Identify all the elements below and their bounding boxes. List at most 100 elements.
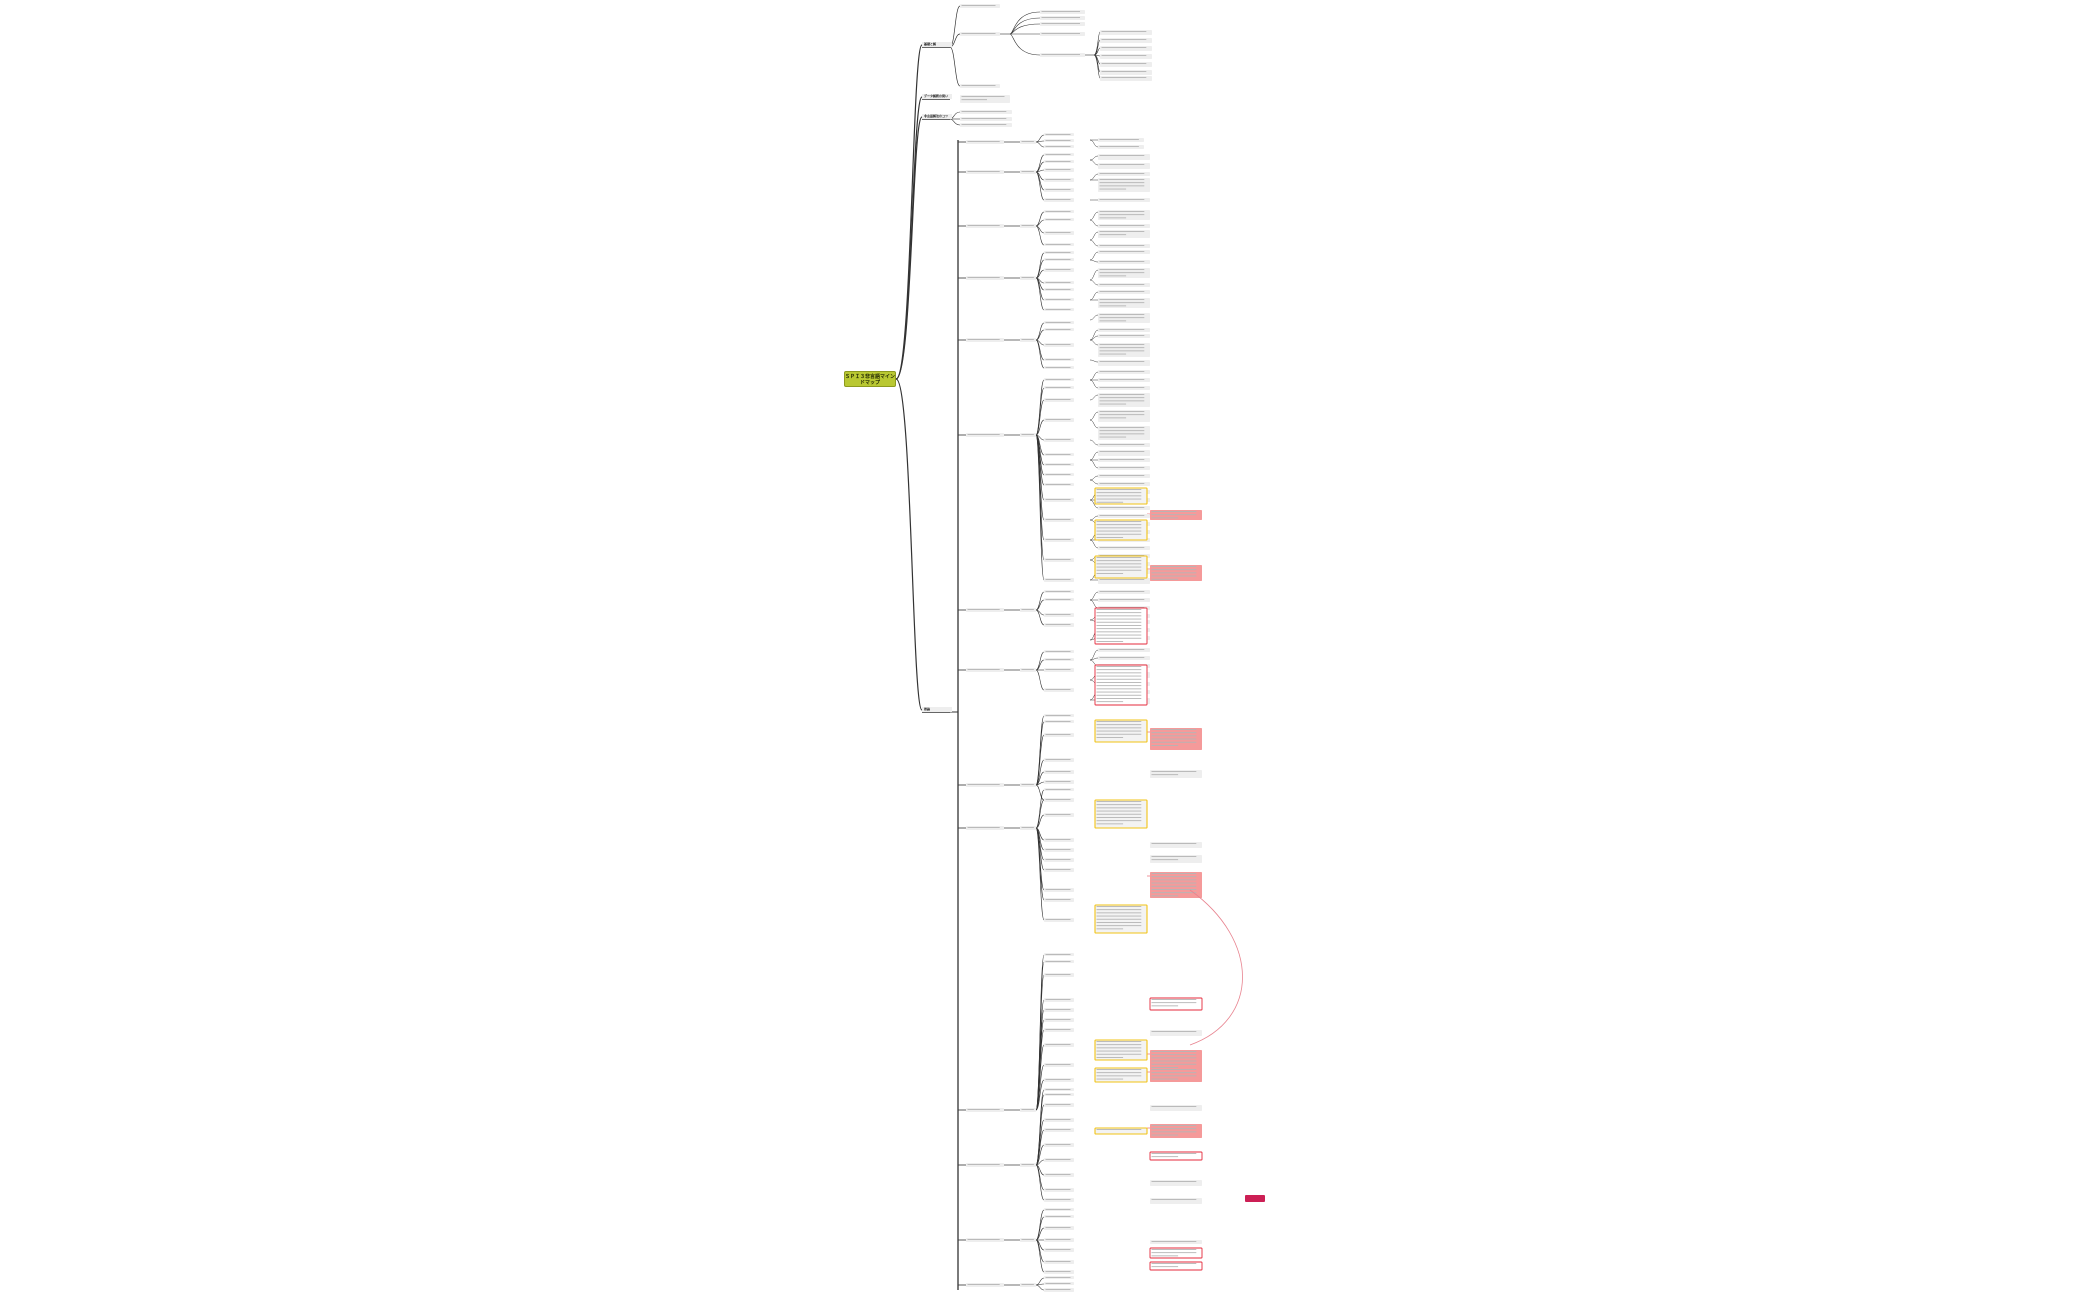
leaf-node[interactable] xyxy=(1020,170,1036,174)
leaf-node[interactable] xyxy=(1098,138,1144,142)
leaf-node[interactable] xyxy=(1098,474,1150,478)
leaf-node[interactable] xyxy=(1044,343,1074,347)
leaf-node[interactable] xyxy=(1150,770,1202,778)
leaf-node[interactable] xyxy=(966,338,1004,342)
leaf-node[interactable] xyxy=(1044,558,1074,562)
main-topic-node[interactable]: 非言語解法のコツ xyxy=(922,114,952,119)
leaf-node[interactable] xyxy=(1044,1028,1074,1032)
leaf-node[interactable] xyxy=(1044,758,1074,762)
leaf-node[interactable] xyxy=(960,117,1012,121)
leaf-node[interactable] xyxy=(1098,172,1150,176)
leaf-node[interactable] xyxy=(1098,590,1150,594)
leaf-node[interactable] xyxy=(1044,398,1074,402)
leaf-node[interactable] xyxy=(1044,973,1074,977)
main-topic-node[interactable]: 推論 xyxy=(922,707,952,712)
leaf-node[interactable] xyxy=(966,1283,1004,1287)
leaf-node[interactable] xyxy=(1150,1105,1202,1111)
bordered-note-node[interactable] xyxy=(1094,664,1148,706)
leaf-node[interactable] xyxy=(1044,518,1074,522)
leaf-node[interactable] xyxy=(1020,433,1036,437)
leaf-node[interactable] xyxy=(966,224,1004,228)
leaf-node[interactable] xyxy=(1044,1173,1074,1177)
leaf-node[interactable] xyxy=(1044,231,1074,235)
leaf-node[interactable] xyxy=(1150,1180,1202,1186)
leaf-node[interactable] xyxy=(1044,623,1074,627)
bordered-note-node[interactable] xyxy=(1149,1151,1203,1161)
leaf-node[interactable] xyxy=(1020,224,1036,228)
leaf-node[interactable] xyxy=(1044,613,1074,617)
leaf-node[interactable] xyxy=(1098,250,1150,254)
leaf-node[interactable] xyxy=(1044,1238,1074,1242)
warning-note-node[interactable] xyxy=(1094,1127,1148,1135)
leaf-node[interactable] xyxy=(1098,426,1150,440)
bordered-note-node[interactable] xyxy=(1149,1261,1203,1271)
leaf-node[interactable] xyxy=(1098,163,1150,169)
leaf-node[interactable] xyxy=(1040,16,1085,20)
leaf-node[interactable] xyxy=(966,1108,1004,1112)
leaf-node[interactable] xyxy=(1098,514,1150,518)
leaf-node[interactable] xyxy=(1044,268,1074,272)
leaf-node[interactable] xyxy=(960,4,1000,8)
leaf-node[interactable] xyxy=(1044,198,1074,202)
leaf-node[interactable] xyxy=(1044,1248,1074,1252)
leaf-node[interactable] xyxy=(1098,328,1150,332)
warning-note-node[interactable] xyxy=(1094,1067,1148,1083)
leaf-node[interactable] xyxy=(1020,1238,1036,1242)
leaf-node[interactable] xyxy=(1044,438,1074,442)
leaf-node[interactable] xyxy=(1098,506,1150,510)
main-topic-node[interactable]: データ解釈の問い xyxy=(922,94,952,99)
leaf-node[interactable] xyxy=(1098,598,1150,602)
leaf-node[interactable] xyxy=(966,433,1004,437)
leaf-node[interactable] xyxy=(966,1238,1004,1242)
leaf-node[interactable] xyxy=(1044,1226,1074,1230)
leaf-node[interactable] xyxy=(1044,1018,1074,1022)
leaf-node[interactable] xyxy=(960,123,1012,127)
leaf-node[interactable] xyxy=(1044,1288,1074,1292)
leaf-node[interactable] xyxy=(1098,393,1150,407)
leaf-node[interactable] xyxy=(1098,378,1150,382)
leaf-node[interactable] xyxy=(1020,783,1036,787)
leaf-node[interactable] xyxy=(966,826,1004,830)
leaf-node[interactable] xyxy=(1044,1118,1074,1122)
leaf-node[interactable] xyxy=(1150,1030,1202,1036)
leaf-node[interactable] xyxy=(966,170,1004,174)
leaf-node[interactable] xyxy=(960,110,1012,114)
leaf-node[interactable] xyxy=(1020,1163,1036,1167)
leaf-node[interactable] xyxy=(1098,648,1150,652)
highlight-note-node[interactable] xyxy=(1150,1068,1202,1082)
leaf-node[interactable] xyxy=(1044,1260,1074,1264)
highlight-note-node[interactable] xyxy=(1150,1124,1202,1138)
leaf-node[interactable] xyxy=(1044,498,1074,502)
leaf-node[interactable] xyxy=(1044,1078,1074,1082)
leaf-node[interactable] xyxy=(1044,1103,1074,1107)
leaf-node[interactable] xyxy=(1044,178,1074,182)
leaf-node[interactable] xyxy=(1098,656,1150,660)
leaf-node[interactable] xyxy=(1100,38,1152,43)
leaf-node[interactable] xyxy=(966,668,1004,672)
leaf-node[interactable] xyxy=(1098,154,1150,160)
leaf-node[interactable] xyxy=(1040,32,1085,36)
leaf-node[interactable] xyxy=(960,84,1000,88)
leaf-node[interactable] xyxy=(1150,855,1202,863)
leaf-node[interactable] xyxy=(1044,668,1074,672)
leaf-node[interactable] xyxy=(1044,770,1074,774)
leaf-node[interactable] xyxy=(1044,848,1074,852)
leaf-node[interactable] xyxy=(1040,22,1085,26)
leaf-node[interactable] xyxy=(1100,30,1152,35)
leaf-node[interactable] xyxy=(1044,688,1074,692)
leaf-node[interactable] xyxy=(1044,578,1074,582)
leaf-node[interactable] xyxy=(1098,260,1150,264)
leaf-node[interactable] xyxy=(1098,230,1150,238)
leaf-node[interactable] xyxy=(1044,168,1074,172)
leaf-node[interactable] xyxy=(1044,838,1074,842)
leaf-node[interactable] xyxy=(1098,458,1150,462)
leaf-node[interactable] xyxy=(966,783,1004,787)
leaf-node[interactable] xyxy=(1150,1198,1202,1204)
leaf-node[interactable] xyxy=(1044,918,1074,922)
leaf-node[interactable] xyxy=(1098,178,1150,192)
leaf-node[interactable] xyxy=(1098,334,1150,338)
leaf-node[interactable] xyxy=(1100,70,1152,75)
leaf-node[interactable] xyxy=(1044,538,1074,542)
leaf-node[interactable] xyxy=(1020,826,1036,830)
